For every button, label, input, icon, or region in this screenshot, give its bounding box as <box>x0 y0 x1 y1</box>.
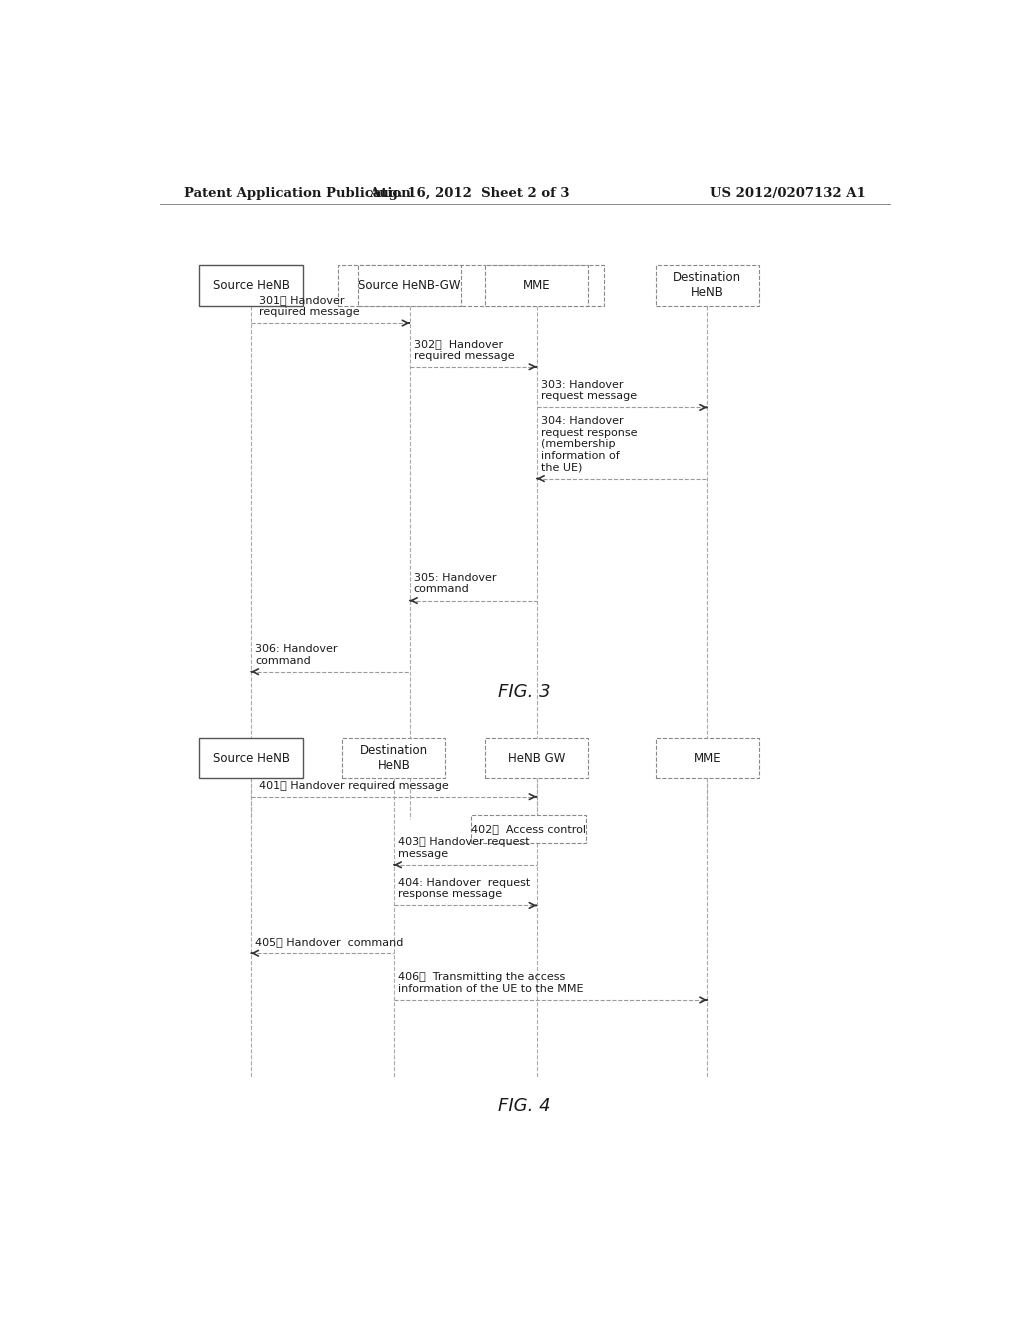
Text: HeNB GW: HeNB GW <box>508 751 565 764</box>
Bar <box>485 738 588 779</box>
Text: 402：  Access control: 402： Access control <box>471 824 587 834</box>
Text: 301： Handover
required message: 301： Handover required message <box>259 296 359 317</box>
Text: 404: Handover  request
response message: 404: Handover request response message <box>397 878 530 899</box>
Text: 304: Handover
request response
(membership
information of
the UE): 304: Handover request response (membersh… <box>541 416 637 473</box>
Bar <box>655 738 759 779</box>
Text: Aug. 16, 2012  Sheet 2 of 3: Aug. 16, 2012 Sheet 2 of 3 <box>369 187 569 201</box>
Bar <box>342 738 445 779</box>
Text: 406：  Transmitting the access
information of the UE to the MME: 406： Transmitting the access information… <box>397 973 584 994</box>
Text: Source HeNB: Source HeNB <box>213 279 290 292</box>
Text: 305: Handover
command: 305: Handover command <box>414 573 497 594</box>
Bar <box>200 265 303 306</box>
Text: 401： Handover required message: 401： Handover required message <box>259 780 449 791</box>
Text: Patent Application Publication: Patent Application Publication <box>183 187 411 201</box>
Text: FIG. 4: FIG. 4 <box>499 1097 551 1114</box>
Bar <box>471 814 587 843</box>
Text: US 2012/0207132 A1: US 2012/0207132 A1 <box>711 187 866 201</box>
Text: FIG. 3: FIG. 3 <box>499 682 551 701</box>
Text: Source HeNB: Source HeNB <box>213 751 290 764</box>
Text: Destination
HeNB: Destination HeNB <box>359 744 428 772</box>
Bar <box>200 738 303 779</box>
Bar <box>358 265 461 306</box>
Text: 403： Handover request
message: 403： Handover request message <box>397 837 529 859</box>
Bar <box>485 265 588 306</box>
Bar <box>338 265 604 306</box>
Text: 302：  Handover
required message: 302： Handover required message <box>414 339 514 360</box>
Text: MME: MME <box>693 751 721 764</box>
Bar <box>655 265 759 306</box>
Text: Destination
HeNB: Destination HeNB <box>673 272 741 300</box>
Text: 303: Handover
request message: 303: Handover request message <box>541 380 637 401</box>
Text: 306: Handover
command: 306: Handover command <box>255 644 338 665</box>
Text: 405： Handover  command: 405： Handover command <box>255 937 403 948</box>
Text: MME: MME <box>523 279 551 292</box>
Text: Source HeNB-GW: Source HeNB-GW <box>358 279 461 292</box>
